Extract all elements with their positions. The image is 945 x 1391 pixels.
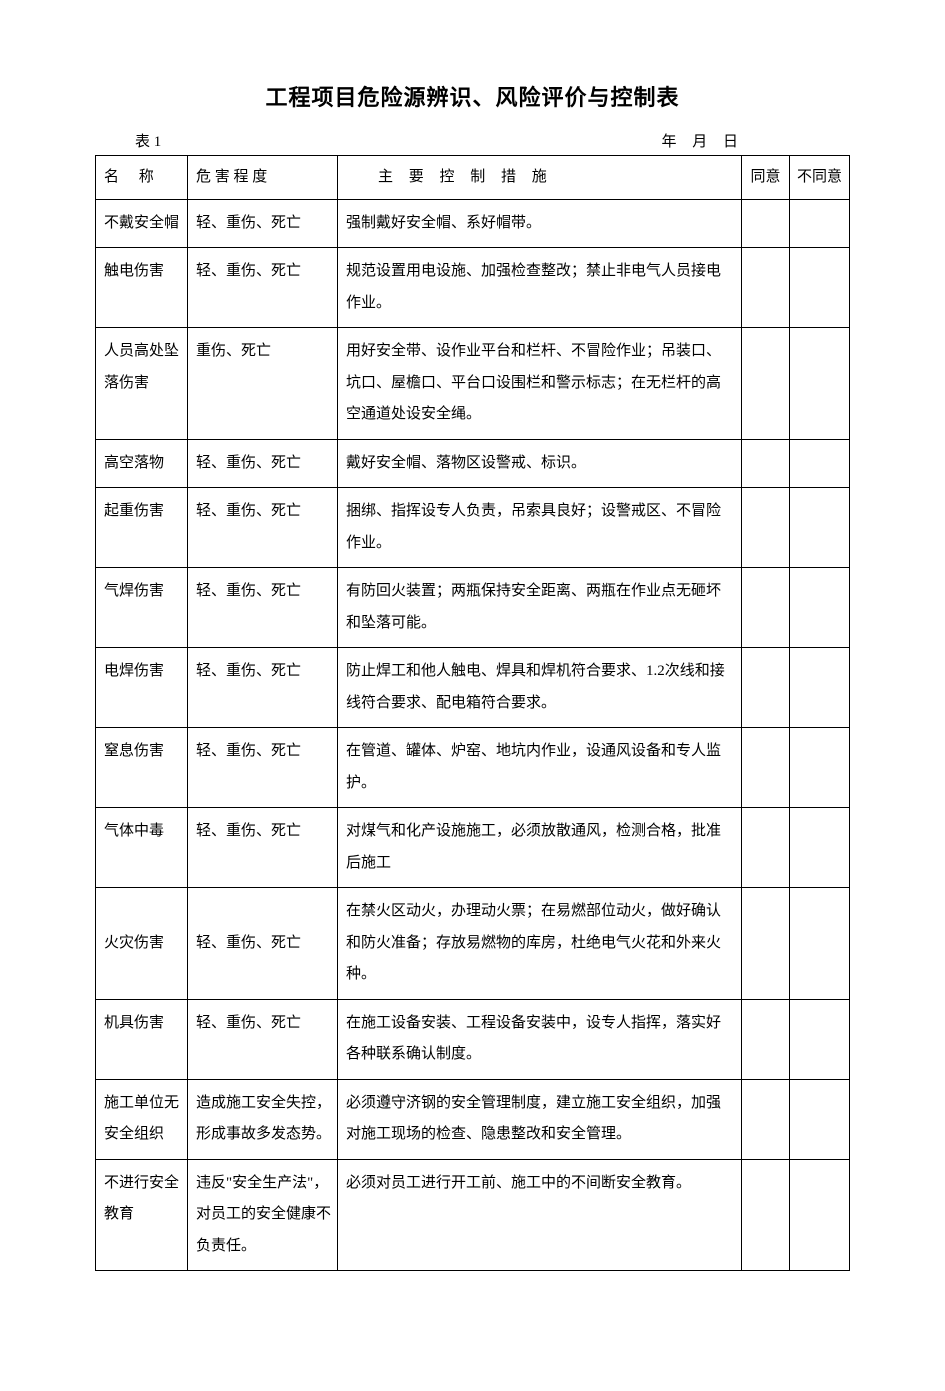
cell-agree (742, 199, 790, 248)
document-title: 工程项目危险源辨识、风险评价与控制表 (95, 80, 850, 112)
cell-agree (742, 808, 790, 888)
table-row: 机具伤害 轻、重伤、死亡 在施工设备安装、工程设备安装中，设专人指挥，落实好各种… (96, 999, 850, 1079)
table-row: 气焊伤害 轻、重伤、死亡 有防回火装置；两瓶保持安全距离、两瓶在作业点无砸坏和坠… (96, 568, 850, 648)
cell-degree: 造成施工安全失控，形成事故多发态势。 (188, 1079, 338, 1159)
cell-measure: 捆绑、指挥设专人负责，吊索具良好；设警戒区、不冒险作业。 (338, 488, 742, 568)
cell-degree: 违反"安全生产法"，对员工的安全健康不负责任。 (188, 1159, 338, 1271)
cell-degree: 轻、重伤、死亡 (188, 439, 338, 488)
cell-degree: 轻、重伤、死亡 (188, 888, 338, 1000)
table-row: 起重伤害 轻、重伤、死亡 捆绑、指挥设专人负责，吊索具良好；设警戒区、不冒险作业… (96, 488, 850, 568)
cell-agree (742, 888, 790, 1000)
cell-degree: 轻、重伤、死亡 (188, 248, 338, 328)
cell-agree (742, 488, 790, 568)
cell-name: 机具伤害 (96, 999, 188, 1079)
cell-measure: 防止焊工和他人触电、焊具和焊机符合要求、1.2次线和接线符合要求、配电箱符合要求… (338, 648, 742, 728)
cell-measure: 有防回火装置；两瓶保持安全距离、两瓶在作业点无砸坏和坠落可能。 (338, 568, 742, 648)
cell-disagree (790, 648, 850, 728)
cell-disagree (790, 1079, 850, 1159)
header-degree: 危 害 程 度 (188, 156, 338, 200)
cell-disagree (790, 568, 850, 648)
cell-agree (742, 648, 790, 728)
cell-disagree (790, 999, 850, 1079)
cell-name: 不进行安全教育 (96, 1159, 188, 1271)
cell-agree (742, 328, 790, 440)
cell-degree: 轻、重伤、死亡 (188, 199, 338, 248)
table-row: 触电伤害 轻、重伤、死亡 规范设置用电设施、加强检查整改；禁止非电气人员接电作业… (96, 248, 850, 328)
table-row: 火灾伤害 轻、重伤、死亡 在禁火区动火，办理动火票；在易燃部位动火，做好确认和防… (96, 888, 850, 1000)
table-row: 施工单位无安全组织 造成施工安全失控，形成事故多发态势。 必须遵守济钢的安全管理… (96, 1079, 850, 1159)
cell-measure: 戴好安全帽、落物区设警戒、标识。 (338, 439, 742, 488)
cell-measure: 规范设置用电设施、加强检查整改；禁止非电气人员接电作业。 (338, 248, 742, 328)
header-name: 名 称 (96, 156, 188, 200)
cell-name: 气焊伤害 (96, 568, 188, 648)
cell-name: 窒息伤害 (96, 728, 188, 808)
table-number-label: 表 1 (135, 130, 161, 151)
cell-name: 火灾伤害 (96, 888, 188, 1000)
date-label: 年 月 日 (661, 130, 844, 151)
table-row: 不戴安全帽 轻、重伤、死亡 强制戴好安全帽、系好帽带。 (96, 199, 850, 248)
cell-name: 人员高处坠落伤害 (96, 328, 188, 440)
cell-degree: 轻、重伤、死亡 (188, 568, 338, 648)
cell-degree: 轻、重伤、死亡 (188, 648, 338, 728)
table-row: 不进行安全教育 违反"安全生产法"，对员工的安全健康不负责任。 必须对员工进行开… (96, 1159, 850, 1271)
table-row: 气体中毒 轻、重伤、死亡 对煤气和化产设施施工，必须放散通风，检测合格，批准后施… (96, 808, 850, 888)
cell-agree (742, 1079, 790, 1159)
cell-disagree (790, 728, 850, 808)
cell-agree (742, 728, 790, 808)
cell-disagree (790, 439, 850, 488)
cell-measure: 在管道、罐体、炉窑、地坑内作业，设通风设备和专人监护。 (338, 728, 742, 808)
cell-disagree (790, 248, 850, 328)
header-disagree: 不同意 (790, 156, 850, 200)
cell-measure: 在施工设备安装、工程设备安装中，设专人指挥，落实好各种联系确认制度。 (338, 999, 742, 1079)
cell-name: 触电伤害 (96, 248, 188, 328)
cell-degree: 轻、重伤、死亡 (188, 728, 338, 808)
meta-row: 表 1 年 月 日 (95, 130, 850, 151)
cell-disagree (790, 488, 850, 568)
cell-name: 高空落物 (96, 439, 188, 488)
table-header-row: 名 称 危 害 程 度 主 要 控 制 措 施 同意 不同意 (96, 156, 850, 200)
cell-measure: 对煤气和化产设施施工，必须放散通风，检测合格，批准后施工 (338, 808, 742, 888)
table-row: 高空落物 轻、重伤、死亡 戴好安全帽、落物区设警戒、标识。 (96, 439, 850, 488)
cell-disagree (790, 808, 850, 888)
cell-name: 电焊伤害 (96, 648, 188, 728)
risk-control-table: 名 称 危 害 程 度 主 要 控 制 措 施 同意 不同意 不戴安全帽 轻、重… (95, 155, 850, 1271)
cell-measure: 在禁火区动火，办理动火票；在易燃部位动火，做好确认和防火准备；存放易燃物的库房，… (338, 888, 742, 1000)
cell-agree (742, 568, 790, 648)
cell-agree (742, 1159, 790, 1271)
cell-degree: 重伤、死亡 (188, 328, 338, 440)
cell-degree: 轻、重伤、死亡 (188, 488, 338, 568)
cell-disagree (790, 888, 850, 1000)
cell-disagree (790, 328, 850, 440)
cell-measure: 强制戴好安全帽、系好帽带。 (338, 199, 742, 248)
table-row: 人员高处坠落伤害 重伤、死亡 用好安全带、设作业平台和栏杆、不冒险作业；吊装口、… (96, 328, 850, 440)
cell-disagree (790, 199, 850, 248)
cell-name: 起重伤害 (96, 488, 188, 568)
cell-name: 不戴安全帽 (96, 199, 188, 248)
cell-agree (742, 439, 790, 488)
cell-name: 施工单位无安全组织 (96, 1079, 188, 1159)
table-row: 电焊伤害 轻、重伤、死亡 防止焊工和他人触电、焊具和焊机符合要求、1.2次线和接… (96, 648, 850, 728)
cell-degree: 轻、重伤、死亡 (188, 808, 338, 888)
cell-disagree (790, 1159, 850, 1271)
cell-measure: 必须遵守济钢的安全管理制度，建立施工安全组织，加强对施工现场的检查、隐患整改和安… (338, 1079, 742, 1159)
cell-name: 气体中毒 (96, 808, 188, 888)
cell-agree (742, 999, 790, 1079)
table-row: 窒息伤害 轻、重伤、死亡 在管道、罐体、炉窑、地坑内作业，设通风设备和专人监护。 (96, 728, 850, 808)
cell-measure: 必须对员工进行开工前、施工中的不间断安全教育。 (338, 1159, 742, 1271)
cell-degree: 轻、重伤、死亡 (188, 999, 338, 1079)
header-measure: 主 要 控 制 措 施 (338, 156, 742, 200)
cell-measure: 用好安全带、设作业平台和栏杆、不冒险作业；吊装口、坑口、屋檐口、平台口设围栏和警… (338, 328, 742, 440)
cell-agree (742, 248, 790, 328)
header-agree: 同意 (742, 156, 790, 200)
